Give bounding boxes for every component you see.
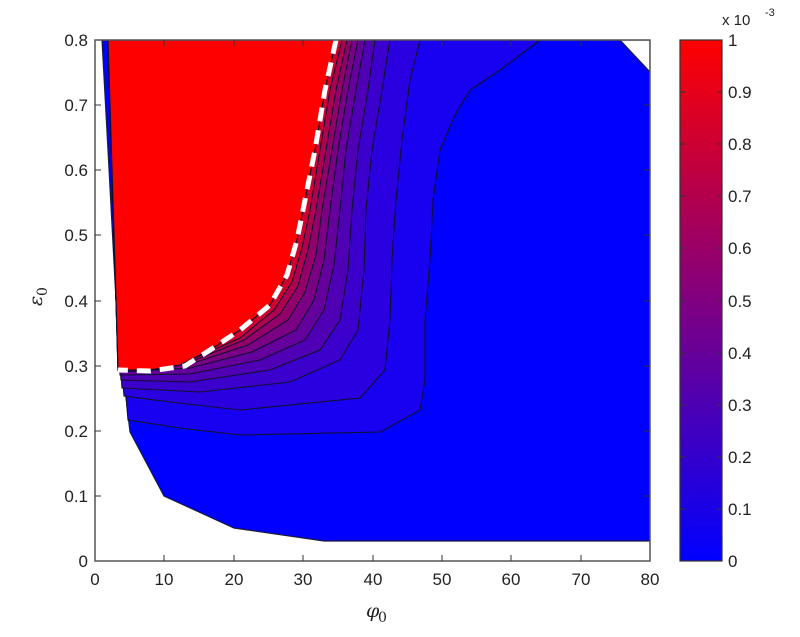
svg-text:20: 20 <box>225 570 244 589</box>
svg-text:60: 60 <box>502 570 521 589</box>
svg-text:0: 0 <box>90 570 99 589</box>
svg-text:0.3: 0.3 <box>64 357 88 376</box>
svg-text:0.7: 0.7 <box>64 96 88 115</box>
saturation-boundary-dashed-line <box>117 40 339 374</box>
svg-text:0.5: 0.5 <box>64 226 88 245</box>
svg-text:70: 70 <box>572 570 591 589</box>
x-axis-label: φ 0 <box>366 600 387 626</box>
svg-text:-3: -3 <box>765 7 775 19</box>
colorbar-exponent: x 10 -3 <box>722 7 775 29</box>
svg-text:0.8: 0.8 <box>64 31 88 50</box>
svg-text:ε: ε <box>25 296 47 306</box>
svg-text:10: 10 <box>155 570 174 589</box>
undefined-region-corner <box>619 40 650 73</box>
svg-text:0.3: 0.3 <box>728 396 752 415</box>
svg-text:0: 0 <box>378 610 387 626</box>
y-axis-label: ε 0 <box>25 287 51 306</box>
svg-text:40: 40 <box>364 570 383 589</box>
y-axis <box>95 104 650 497</box>
svg-text:0.8: 0.8 <box>728 135 752 154</box>
colorbar-tick-labels: 0 0.1 0.2 0.3 0.4 0.5 0.6 0.7 0.8 0.9 1 <box>728 31 752 571</box>
svg-text:0.6: 0.6 <box>64 161 88 180</box>
svg-text:0.5: 0.5 <box>728 292 752 311</box>
svg-text:0.1: 0.1 <box>728 500 752 519</box>
svg-text:0.7: 0.7 <box>728 187 752 206</box>
svg-text:x 10: x 10 <box>722 12 750 29</box>
svg-text:0.9: 0.9 <box>728 83 752 102</box>
svg-text:80: 80 <box>641 570 660 589</box>
svg-text:0: 0 <box>728 552 737 571</box>
plot-area <box>101 40 650 542</box>
svg-text:0.6: 0.6 <box>728 239 752 258</box>
svg-text:0.2: 0.2 <box>64 422 88 441</box>
colorbar: 0 0.1 0.2 0.3 0.4 0.5 0.6 0.7 0.8 0.9 1 … <box>679 7 775 571</box>
svg-text:0.4: 0.4 <box>64 292 88 311</box>
svg-text:φ: φ <box>366 600 380 622</box>
svg-text:0.1: 0.1 <box>64 487 88 506</box>
svg-text:30: 30 <box>294 570 313 589</box>
svg-text:0: 0 <box>35 287 51 296</box>
svg-text:0: 0 <box>79 552 88 571</box>
colorbar-gradient <box>679 39 723 562</box>
svg-text:0.2: 0.2 <box>728 448 752 467</box>
svg-text:0.4: 0.4 <box>728 344 752 363</box>
svg-text:1: 1 <box>728 31 737 50</box>
x-tick-labels: 0 10 20 30 40 50 60 70 80 <box>90 570 659 589</box>
svg-text:50: 50 <box>433 570 452 589</box>
x-axis <box>163 40 582 561</box>
y-tick-labels: 0 0.1 0.2 0.3 0.4 0.5 0.6 0.7 0.8 <box>64 31 88 571</box>
